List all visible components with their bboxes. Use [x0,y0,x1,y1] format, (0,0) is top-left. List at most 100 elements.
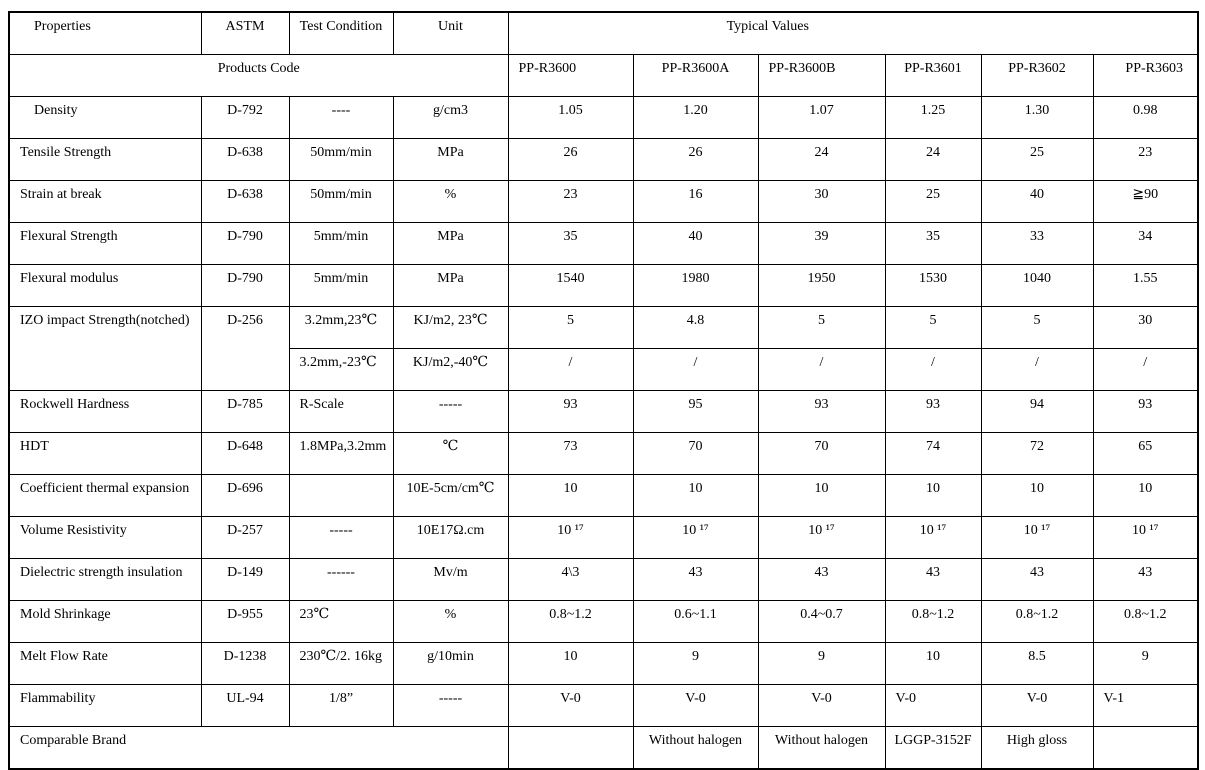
astm-cell: D-638 [200,138,290,181]
unit-cell: ----- [392,390,509,433]
page: { "table": { "header": { "properties": "… [0,11,1205,770]
value-cell: 4\3 [507,558,634,601]
test-condition-cell: 3.2mm,-23℃ [288,348,394,391]
value-cell: 93 [757,390,886,433]
astm-cell: D-648 [200,432,290,475]
value-cell: 1.07 [757,96,886,139]
value-cell: / [757,348,886,391]
value-cell: 8.5 [980,642,1094,685]
astm-cell: D-790 [200,222,290,265]
unit-cell: MPa [392,222,509,265]
value-cell: 33 [980,222,1094,265]
value-cell: 10 [757,474,886,517]
value-cell: 35 [507,222,634,265]
value-cell: 93 [1092,390,1199,433]
value-cell: 5 [884,306,982,349]
value-cell: 25 [884,180,982,223]
product-code-header: PP-R3600 [507,54,634,97]
property-name-cell: Strain at break [8,180,202,223]
value-cell: 0.8~1.2 [507,600,634,643]
property-name-cell: Volume Resistivity [8,516,202,559]
value-cell: 1950 [757,264,886,307]
value-cell: 26 [632,138,759,181]
test-condition-cell: R-Scale [288,390,394,433]
astm-cell: D-257 [200,516,290,559]
test-condition-cell: 230℃/2. 16kg [288,642,394,685]
value-cell: 43 [980,558,1094,601]
product-code-header: PP-R3601 [884,54,982,97]
test-condition-cell: 5mm/min [288,264,394,307]
value-cell: V-0 [884,684,982,727]
value-cell: 16 [632,180,759,223]
property-name-cell: Comparable Brand [8,726,509,770]
test-condition-cell: 3.2mm,23℃ [288,306,394,349]
test-condition-cell: ------ [288,558,394,601]
col-header-astm: ASTM [200,11,290,55]
value-cell: 10 [632,474,759,517]
col-header-properties: Properties [8,11,202,55]
unit-cell: MPa [392,138,509,181]
value-cell: 1.30 [980,96,1094,139]
value-cell: 9 [1092,642,1199,685]
value-cell: 9 [632,642,759,685]
value-cell: / [507,348,634,391]
astm-cell: D-785 [200,390,290,433]
value-cell: 0.6~1.1 [632,600,759,643]
value-cell: 30 [757,180,886,223]
astm-cell: D-638 [200,180,290,223]
unit-cell: KJ/m2,-40℃ [392,348,509,391]
value-cell: 25 [980,138,1094,181]
value-cell: / [980,348,1094,391]
value-cell: 10 ¹⁷ [757,516,886,559]
value-cell [1092,726,1199,770]
value-cell: / [1092,348,1199,391]
astm-cell: D-696 [200,474,290,517]
value-cell: 0.8~1.2 [980,600,1094,643]
value-cell: 0.8~1.2 [884,600,982,643]
test-condition-cell: ----- [288,516,394,559]
col-header-unit: Unit [392,11,509,55]
test-condition-cell: 50mm/min [288,180,394,223]
unit-cell: MPa [392,264,509,307]
value-cell: 34 [1092,222,1199,265]
col-header-test-condition: Test Condition [288,11,394,55]
test-condition-cell: 1.8MPa,3.2mm [288,432,394,475]
astm-cell: D-792 [200,96,290,139]
value-cell: V-1 [1092,684,1199,727]
value-cell: 0.4~0.7 [757,600,886,643]
value-cell: 10 ¹⁷ [1092,516,1199,559]
value-cell: 26 [507,138,634,181]
test-condition-cell: ---- [288,96,394,139]
unit-cell: % [392,180,509,223]
products-code-label: Products Code [8,54,509,97]
unit-cell: 10E-5cm/cm℃ [392,474,509,517]
value-cell: 40 [980,180,1094,223]
test-condition-cell: 1/8” [288,684,394,727]
value-cell: 43 [1092,558,1199,601]
value-cell: 43 [757,558,886,601]
value-cell: 43 [884,558,982,601]
value-cell: 10 [507,474,634,517]
value-cell: V-0 [757,684,886,727]
test-condition-cell: 23℃ [288,600,394,643]
property-name-cell: Coefficient thermal expansion [8,474,202,517]
property-name-cell: Mold Shrinkage [8,600,202,643]
value-cell: 93 [884,390,982,433]
value-cell: 70 [757,432,886,475]
value-cell: LGGP-3152F [884,726,982,770]
astm-cell: D-790 [200,264,290,307]
value-cell: 40 [632,222,759,265]
unit-cell: % [392,600,509,643]
unit-cell: KJ/m2, 23℃ [392,306,509,349]
value-cell: 10 ¹⁷ [884,516,982,559]
value-cell: 24 [884,138,982,181]
value-cell: 10 ¹⁷ [980,516,1094,559]
unit-cell: ℃ [392,432,509,475]
value-cell: 10 [884,474,982,517]
unit-cell: g/10min [392,642,509,685]
property-name-cell: Density [8,96,202,139]
property-name-cell: Dielectric strength insulation [8,558,202,601]
value-cell: 1.25 [884,96,982,139]
astm-cell: D-149 [200,558,290,601]
value-cell: 5 [757,306,886,349]
